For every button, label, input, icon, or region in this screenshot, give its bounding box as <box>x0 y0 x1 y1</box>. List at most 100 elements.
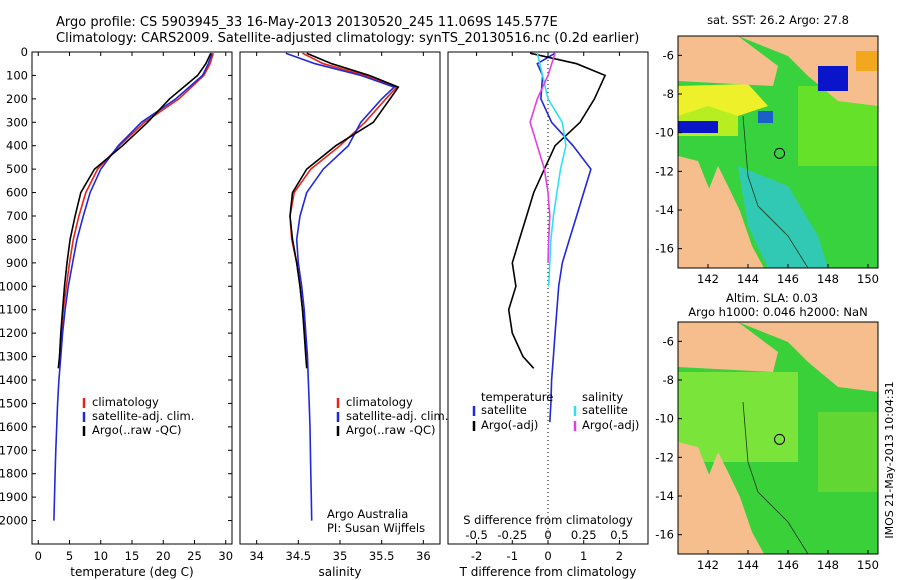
map-lon-tick-label: 148 <box>817 272 839 286</box>
sla-map-axes: 142 144 146 148 150 -6 -8 -10 -12 -14 -16 <box>655 334 879 572</box>
temperature-lines <box>53 52 215 521</box>
legend-label-t-satellite: satellite <box>481 403 527 417</box>
t-difference-tick-label: -1 <box>507 549 518 563</box>
salinity-legend: climatology satellite-adj. clim. Argo(..… <box>336 395 448 437</box>
map-lon-tick-label: 146 <box>777 558 799 572</box>
depth-tick-label: 100 <box>6 68 28 82</box>
s-difference-tick-label: 0.25 <box>571 528 597 542</box>
s-difference-label: S difference from climatology <box>463 513 633 527</box>
sst-map-frame <box>677 35 879 269</box>
salinity-lines <box>285 52 400 521</box>
sst-cool-shelf <box>738 166 828 268</box>
temperature-x-axis: 0 5 10 15 20 25 30 <box>35 52 233 563</box>
map-lon-tick-label: 150 <box>857 558 879 572</box>
legend-label-climatology: climatology <box>92 395 159 409</box>
difference-plot-frame <box>447 51 649 545</box>
salinity-tick-label: 36 <box>416 549 431 563</box>
s-difference-ticks: -0.5 -0.25 0 0.25 0.5 <box>465 528 628 542</box>
depth-tick-label: 1200 <box>0 326 28 340</box>
depth-tick-label: 900 <box>6 256 28 270</box>
difference-lines <box>507 52 607 423</box>
map-lat-tick-label: -10 <box>655 412 674 426</box>
sst-cold-pixel <box>818 66 848 91</box>
sla-map-panel: Altim. SLA: 0.03 Argo h1000: 0.046 h2000… <box>655 291 879 572</box>
s-difference-tick-label: -0.5 <box>465 528 487 542</box>
map-lat-tick-label: -12 <box>655 450 674 464</box>
sla-map-title-line2: Argo h1000: 0.046 h2000: NaN <box>688 305 867 319</box>
s-difference-tick-label: 0.5 <box>610 528 628 542</box>
s-difference-tick-label: -0.25 <box>497 528 527 542</box>
sla-contour-line <box>742 401 809 554</box>
depth-tick-label: 1800 <box>0 467 28 481</box>
legend-label-t-argo: Argo(-adj) <box>481 418 538 432</box>
legend-label-argo: Argo(..raw -QC) <box>92 423 182 437</box>
map-lon-tick-label: 148 <box>817 558 839 572</box>
salinity-annotation-line1: Argo Australia <box>327 507 408 521</box>
temperature-tick-label: 5 <box>66 549 73 563</box>
salinity-plot-frame <box>239 51 441 545</box>
temperature-tick-label: 30 <box>218 549 233 563</box>
depth-tick-label: 200 <box>6 92 28 106</box>
sla-map <box>678 322 878 554</box>
salinity-annotation-line2: PI: Susan Wijffels <box>327 521 425 535</box>
t-difference-tick-label: 1 <box>580 549 587 563</box>
map-lat-tick-label: -10 <box>655 126 674 140</box>
sst-cold-pixel <box>758 111 773 123</box>
sla-cape-york <box>678 452 764 554</box>
depth-tick-label: 1700 <box>0 443 28 457</box>
depth-tick-label: 500 <box>6 162 28 176</box>
temperature-tick-label: 0 <box>35 549 42 563</box>
depth-tick-label: 300 <box>6 115 28 129</box>
sst-cape-york <box>678 166 764 268</box>
difference-legend: temperature satellite Argo(-adj) salinit… <box>472 390 639 432</box>
temperature-tick-label: 15 <box>125 549 140 563</box>
salinity-tick-label: 35.5 <box>369 549 395 563</box>
t-difference-tick-label: -2 <box>471 549 482 563</box>
s-satellite-line <box>536 53 567 287</box>
s-difference-tick-label: 0 <box>544 528 551 542</box>
map-lat-tick-label: -6 <box>663 48 674 62</box>
map-lon-tick-label: 144 <box>737 272 759 286</box>
legend-label-climatology: climatology <box>346 395 413 409</box>
depth-tick-label: 600 <box>6 186 28 200</box>
sst-yellow-shelf <box>678 84 768 116</box>
depth-tick-label: 400 <box>6 139 28 153</box>
depth-tick-label: 1900 <box>0 490 28 504</box>
sst-map-panel: sat. SST: 26.2 Argo: 27.8 142 144 146 148 15… <box>655 13 879 286</box>
depth-tick-label: 0 <box>21 45 28 59</box>
t-argo-adj-line <box>507 52 607 369</box>
argo-raw-qc-line <box>289 52 400 369</box>
t-satellite-line <box>536 52 592 423</box>
argo-float-marker <box>774 433 786 445</box>
map-lon-tick-label: 142 <box>697 272 719 286</box>
sla-map-frame <box>677 321 879 555</box>
depth-tick-label: 1300 <box>0 350 28 364</box>
sst-cold-pixel <box>678 121 718 133</box>
salinity-x-axis: 34 34.5 35 35.5 36 <box>249 52 431 563</box>
figure-title-line1: Argo profile: CS 5903945_33 16-May-2013 … <box>56 15 558 30</box>
t-difference-tick-label: 2 <box>616 549 623 563</box>
map-lat-tick-label: -14 <box>655 203 674 217</box>
map-lat-tick-label: -14 <box>655 489 674 503</box>
legend-label-satellite: satellite-adj. clim. <box>346 409 448 423</box>
sla-map-title-line1: Altim. SLA: 0.03 <box>726 291 818 305</box>
sla-land-png <box>678 322 878 392</box>
map-lat-tick-label: -16 <box>655 528 674 542</box>
legend-label-s-satellite: satellite <box>582 403 628 417</box>
difference-panel: -2 -1 0 1 2 temperature satellite Argo(-adj)… <box>447 51 649 579</box>
temperature-plot-frame <box>31 51 233 545</box>
t-difference-x-label: T difference from climatology <box>459 565 637 579</box>
temperature-panel: 0100200300400500600700800900100011001200… <box>0 45 648 579</box>
sst-map-axes: 142 144 146 148 150 -6 -8 -10 -12 -14 -16 <box>655 48 879 286</box>
map-lon-tick-label: 150 <box>857 272 879 286</box>
map-lat-tick-label: -6 <box>663 334 674 348</box>
t-difference-tick-label: 0 <box>544 549 551 563</box>
map-lon-tick-label: 146 <box>777 272 799 286</box>
temperature-x-label: temperature (deg C) <box>70 565 193 579</box>
temperature-tick-label: 20 <box>156 549 171 563</box>
sst-map <box>678 36 878 268</box>
map-lat-tick-label: -8 <box>663 373 674 387</box>
temperature-tick-label: 25 <box>187 549 202 563</box>
sst-contour-line <box>742 115 809 268</box>
